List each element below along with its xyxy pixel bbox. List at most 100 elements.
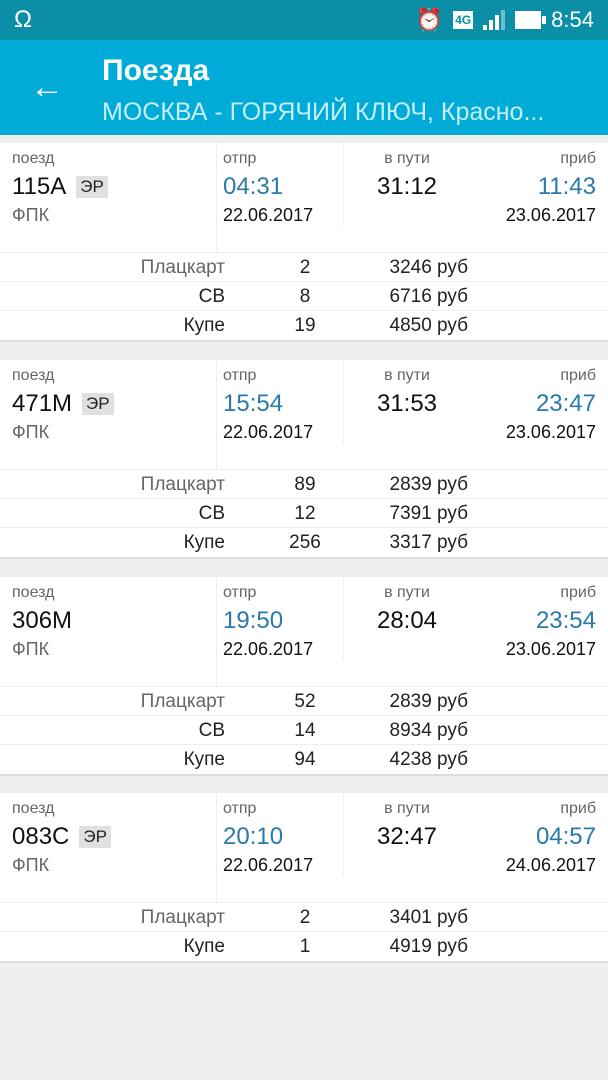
duration: 32:47	[376, 823, 438, 850]
toolbar: ← Поезда МОСКВА - ГОРЯЧИЙ КЛЮЧ, Красно..…	[0, 40, 608, 135]
arrive-label: приб	[560, 584, 596, 601]
train-label: поезд	[12, 367, 55, 384]
seat-price: 4238 руб	[389, 749, 469, 770]
seat-count: 94	[294, 749, 316, 770]
train-card[interactable]: поезд 083С ЭР ФПК отпр 20:10 22.06.2017 в…	[0, 793, 608, 963]
seat-class: Купе	[183, 532, 225, 553]
seat-price: 6716 руб	[389, 286, 469, 307]
depart-label: отпр	[223, 584, 257, 601]
seat-row[interactable]: Плацкарт 89 2839 руб	[0, 470, 608, 499]
seat-row[interactable]: СВ 14 8934 руб	[0, 716, 608, 745]
arrive-date: 24.06.2017	[505, 855, 596, 875]
depart-time: 15:54	[223, 390, 284, 417]
arrive-time: 11:43	[537, 173, 596, 200]
train-label: поезд	[12, 584, 55, 601]
seat-class: Плацкарт	[140, 257, 225, 278]
seat-row[interactable]: Купе 94 4238 руб	[0, 745, 608, 774]
train-number: 115А	[12, 173, 67, 200]
duration-label: в пути	[384, 584, 430, 601]
depart-label: отпр	[223, 367, 257, 384]
route-subtitle: МОСКВА - ГОРЯЧИЙ КЛЮЧ, Красно...	[102, 98, 545, 126]
seat-row[interactable]: Купе 1 4919 руб	[0, 932, 608, 961]
battery-icon	[515, 11, 547, 29]
depart-date: 22.06.2017	[223, 422, 314, 442]
seat-class: Плацкарт	[140, 691, 225, 712]
seat-count: 12	[294, 503, 316, 524]
seat-row[interactable]: СВ 8 6716 руб	[0, 282, 608, 311]
depart-date: 22.06.2017	[223, 855, 314, 875]
alarm-icon: ⏰	[415, 7, 444, 32]
seat-class: Купе	[183, 315, 225, 336]
seat-count: 19	[294, 315, 316, 336]
arrive-time: 23:47	[535, 390, 596, 417]
arrive-label: приб	[560, 367, 596, 384]
train-label: поезд	[12, 800, 55, 817]
clock: 8:54	[551, 7, 594, 32]
depart-time: 20:10	[223, 823, 284, 850]
seat-row[interactable]: Плацкарт 2 3246 руб	[0, 253, 608, 282]
seat-price: 3317 руб	[389, 532, 469, 553]
depart-label: отпр	[223, 150, 257, 167]
signal-icon	[483, 10, 506, 30]
seat-row[interactable]: Купе 19 4850 руб	[0, 311, 608, 340]
seat-count: 14	[294, 720, 316, 741]
duration-label: в пути	[384, 367, 430, 384]
duration: 31:53	[376, 390, 438, 417]
arrive-date: 23.06.2017	[505, 422, 596, 442]
carrier: ФПК	[12, 639, 50, 659]
depart-time: 19:50	[223, 607, 284, 634]
network-type: 4G	[453, 11, 474, 29]
headset-icon: Ω	[14, 6, 32, 33]
seat-price: 2839 руб	[389, 691, 469, 712]
seat-count: 52	[294, 691, 316, 712]
duration-label: в пути	[384, 800, 430, 817]
seat-class: СВ	[198, 720, 225, 741]
back-arrow-icon[interactable]: ←	[30, 68, 64, 106]
seat-price: 3401 руб	[389, 907, 469, 928]
depart-date: 22.06.2017	[223, 639, 314, 659]
carrier: ФПК	[12, 205, 50, 225]
seat-class: Плацкарт	[140, 907, 225, 928]
duration: 31:12	[376, 173, 438, 200]
seat-count: 8	[299, 286, 311, 307]
train-card[interactable]: поезд 306М ФПК отпр 19:50 22.06.2017 в п…	[0, 577, 608, 776]
e-registration-badge: ЭР	[82, 393, 114, 415]
seat-class: СВ	[198, 286, 225, 307]
train-label: поезд	[12, 150, 55, 167]
arrive-date: 23.06.2017	[505, 205, 596, 225]
seat-count: 89	[294, 474, 316, 495]
depart-label: отпр	[223, 800, 257, 817]
seat-price: 4850 руб	[389, 315, 469, 336]
train-number: 306М	[12, 607, 73, 634]
seat-row[interactable]: Плацкарт 52 2839 руб	[0, 687, 608, 716]
e-registration-badge: ЭР	[79, 826, 111, 848]
carrier: ФПК	[12, 422, 50, 442]
depart-date: 22.06.2017	[223, 205, 314, 225]
status-bar: Ω ⏰ 4G 8:54	[0, 0, 608, 40]
arrive-label: приб	[560, 150, 596, 167]
seat-count: 2	[299, 257, 311, 278]
page-title: Поезда	[102, 54, 210, 87]
seat-price: 3246 руб	[389, 257, 469, 278]
seat-price: 4919 руб	[389, 936, 469, 957]
arrive-time: 04:57	[535, 823, 596, 850]
carrier: ФПК	[12, 855, 50, 875]
seat-count: 2	[299, 907, 311, 928]
depart-time: 04:31	[223, 173, 284, 200]
duration-label: в пути	[384, 150, 430, 167]
seat-class: Купе	[183, 936, 225, 957]
seat-row[interactable]: Плацкарт 2 3401 руб	[0, 903, 608, 932]
train-card[interactable]: поезд 115А ЭР ФПК отпр 04:31 22.06.2017 в…	[0, 143, 608, 342]
seat-price: 2839 руб	[389, 474, 469, 495]
e-registration-badge: ЭР	[76, 176, 108, 198]
seat-row[interactable]: Купе 256 3317 руб	[0, 528, 608, 557]
train-number: 471М	[12, 390, 73, 417]
seat-count: 1	[299, 936, 311, 957]
arrive-date: 23.06.2017	[505, 639, 596, 659]
seat-class: СВ	[198, 503, 225, 524]
train-number: 083С	[12, 823, 70, 850]
seat-class: Купе	[183, 749, 225, 770]
seat-row[interactable]: СВ 12 7391 руб	[0, 499, 608, 528]
seat-price: 7391 руб	[389, 503, 469, 524]
train-card[interactable]: поезд 471М ЭР ФПК отпр 15:54 22.06.2017 в…	[0, 360, 608, 559]
